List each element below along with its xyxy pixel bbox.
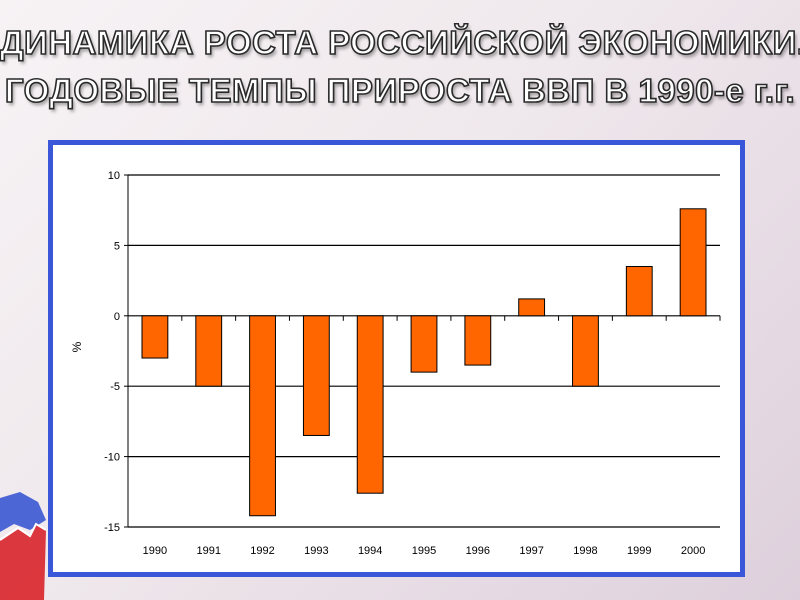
bar-1990 [141, 315, 169, 359]
x-tick-label: 1993 [304, 545, 328, 557]
slide-title-line-1: ДИНАМИКА РОСТА РОССИЙСКОЙ ЭКОНОМИКИ. [0, 23, 800, 62]
bar-chart: 10 5 0 -5 -10 -15 1990 1991 1992 1993 1994 1995 1996… [70, 170, 721, 557]
map-blue-region [0, 492, 46, 532]
bar-layer [141, 208, 707, 517]
y-tick-label: -5 [110, 381, 120, 393]
axis-layer [124, 174, 721, 528]
x-tick-label: 1992 [250, 545, 274, 557]
y-tick-label: 10 [108, 170, 120, 182]
y-tick-label: 5 [114, 240, 120, 252]
chart-frame: 10 5 0 -5 -10 -15 1990 1991 1992 1993 1994 1995 1996… [48, 140, 745, 577]
x-tick-label: 1990 [143, 545, 167, 557]
x-tick-label: 1994 [358, 545, 382, 557]
label-layer: 10 5 0 -5 -10 -15 1990 1991 1992 1993 1994 1995 1996… [104, 170, 705, 557]
y-axis-label: % [70, 341, 84, 352]
x-tick-label: 1995 [412, 545, 436, 557]
bar-1999 [625, 266, 653, 317]
x-tick-label: 1999 [627, 545, 651, 557]
bar-1997 [518, 298, 546, 317]
x-tick-label: 1997 [519, 545, 543, 557]
x-tick-label: 1991 [196, 545, 220, 557]
bar-1992 [249, 315, 276, 517]
map-white-outline [0, 522, 47, 541]
y-tick-label: -15 [104, 522, 120, 534]
x-tick-label: 2000 [681, 545, 705, 557]
slide-title-line-2: ГОДОВЫЕ ТЕМПЫ ПРИРОСТА ВВП В 1990-е г.г. [4, 71, 796, 110]
x-tick-label: 1996 [466, 545, 490, 557]
x-tick-label: 1998 [573, 545, 597, 557]
grid-layer [128, 174, 720, 528]
map-red-region [0, 524, 46, 600]
bar-1996 [464, 315, 492, 366]
y-tick-label: -10 [104, 452, 120, 464]
bar-1995 [410, 315, 438, 373]
bar-1993 [302, 315, 330, 436]
bar-1994 [356, 315, 384, 494]
y-tick-label: 0 [114, 311, 120, 323]
bar-1998 [572, 315, 599, 387]
bar-2000 [679, 208, 707, 317]
bar-1991 [195, 315, 223, 387]
